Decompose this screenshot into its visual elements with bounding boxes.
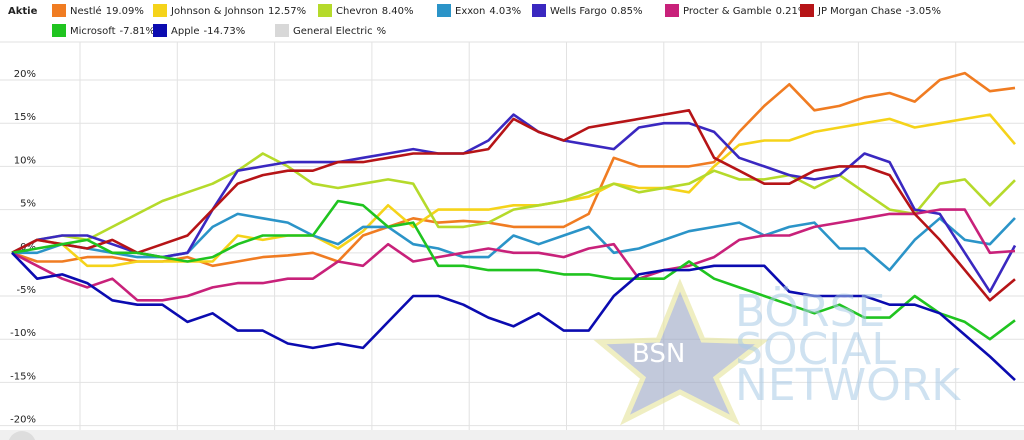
legend-swatch	[800, 4, 814, 17]
legend-change: 4.03%	[489, 6, 521, 17]
watermark-line: SOCIAL	[735, 324, 896, 375]
y-tick-label: -15%	[10, 371, 36, 382]
watermark-star	[593, 278, 769, 426]
y-tick-label: 20%	[14, 69, 36, 80]
legend-swatch	[52, 4, 66, 17]
series-line	[11, 152, 1016, 254]
legend-label: Chevron	[336, 6, 378, 17]
legend-label: Apple	[171, 26, 199, 37]
watermark: BSN BÖRSE SOCIAL NETWORK	[593, 278, 961, 426]
legend-label: Microsoft	[70, 26, 116, 37]
legend-change: -3.05%	[906, 6, 941, 17]
legend-label: General Electric	[293, 26, 373, 37]
watermark-line: BÖRSE	[735, 285, 885, 337]
watermark-line: NETWORK	[735, 360, 961, 411]
legend-label: JP Morgan Chase	[817, 6, 902, 17]
legend-label: Procter & Gamble	[683, 6, 772, 17]
legend-change: 19.09%	[106, 6, 144, 17]
y-tick-label: -20%	[10, 415, 36, 426]
legend-swatch	[153, 24, 167, 37]
series-line	[11, 113, 1017, 293]
legend-swatch	[275, 24, 289, 37]
series-line	[11, 208, 1016, 302]
legend-change: -14.73%	[203, 26, 245, 37]
legend-change: -7.81%	[120, 26, 155, 37]
y-tick-label: 10%	[14, 155, 36, 166]
legend-label: Nestlé	[70, 5, 102, 17]
legend-label: Wells Fargo	[550, 6, 607, 17]
y-tick-label: 5%	[20, 199, 36, 210]
legend-change: 12.57%	[268, 6, 306, 17]
series-line	[11, 199, 1016, 341]
legend-change: 8.40%	[382, 6, 414, 17]
watermark-badge: BSN	[632, 339, 685, 369]
series-line	[11, 251, 1016, 382]
legend-label: Johnson & Johnson	[170, 6, 264, 17]
scrollbar	[0, 430, 1024, 440]
legend-label: Exxon	[455, 6, 485, 17]
legend-swatch	[52, 24, 66, 37]
y-tick-label: 0%	[20, 242, 36, 253]
legend-change: %	[377, 26, 387, 37]
legend-title: Aktie	[8, 6, 38, 17]
legend-change: 0.21%	[776, 6, 808, 17]
legend-swatch	[665, 4, 679, 17]
y-tick-label: -5%	[17, 285, 36, 296]
legend-change: 0.85%	[611, 6, 643, 17]
y-tick-label: 15%	[14, 112, 36, 123]
series-line	[11, 113, 1016, 268]
legend-swatch	[532, 4, 546, 17]
y-tick-label: -10%	[10, 328, 36, 339]
legend-swatch	[318, 4, 332, 17]
series-line	[11, 109, 1016, 302]
legend-swatch	[153, 4, 167, 17]
legend-swatch	[437, 4, 451, 17]
series-line	[11, 71, 1016, 268]
scroll-handle	[8, 431, 36, 440]
